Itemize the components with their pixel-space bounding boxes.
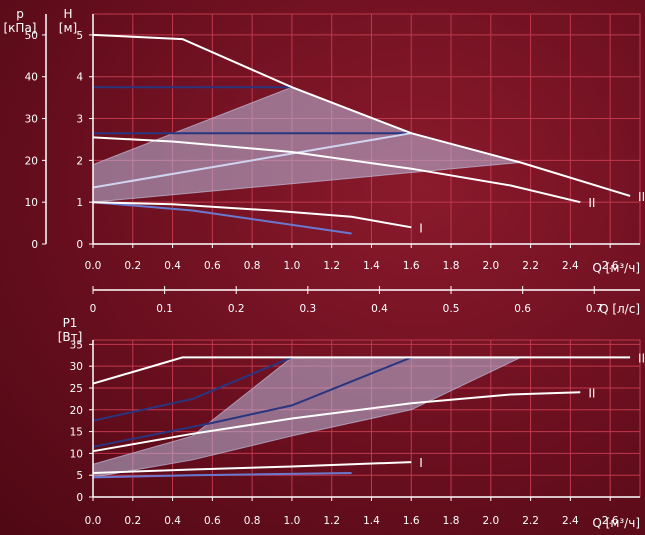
bottom-curve-III — [92, 356, 631, 385]
bottom-x-tick-label: 0.0 — [85, 515, 102, 527]
pressure-axis-label: p — [16, 7, 24, 21]
pressure-tick-label: 20 — [25, 155, 38, 167]
top-x-tick-label: 0.8 — [244, 260, 261, 272]
bottom-x-tick-label: 0.8 — [244, 515, 261, 527]
top-curves: IIIIII — [92, 33, 645, 235]
pressure-tick-label: 10 — [25, 197, 38, 209]
flow-ls-axis-label: Q [л/с] — [599, 302, 640, 316]
top-x-tick-label: 0.6 — [204, 260, 221, 272]
top-x-tick-label: 1.0 — [284, 260, 301, 272]
top-x-tick-label: 2.6 — [602, 260, 619, 272]
head-tick-label: 1 — [76, 197, 83, 209]
top-x-tick-label: 1.6 — [403, 260, 420, 272]
top-chart-axes: 0 10 20 30 40 50 0 1 2 3 4 5 0.0 0.2 0.4 0.6 0.8 1.0 1.2 1.… — [25, 14, 640, 272]
top-x-tick-label: 2.0 — [482, 260, 499, 272]
pressure-tick-label: 30 — [25, 114, 38, 126]
head-tick-label: 2 — [76, 155, 83, 167]
power-tick-label: 10 — [70, 448, 83, 460]
top-curve-label: III — [638, 190, 645, 204]
head-tick-label: 4 — [76, 72, 83, 84]
bottom-curve-I — [92, 461, 412, 474]
flow-ls-tick-label: 0.3 — [299, 303, 316, 315]
flow-ls-tick-label: 0 — [90, 303, 97, 315]
pressure-axis-unit: [кПа] — [4, 21, 37, 35]
power-tick-label: 20 — [70, 405, 83, 417]
bottom-x-tick-label: 1.6 — [403, 515, 420, 527]
flow-ls-tick-label: 0.5 — [443, 303, 460, 315]
top-x-tick-label: 2.4 — [562, 260, 579, 272]
head-axis-unit: [м] — [59, 21, 77, 35]
flow-ls-tick-label: 0.2 — [228, 303, 245, 315]
top-control-line — [92, 201, 352, 235]
bottom-curve-label: III — [638, 351, 645, 365]
power-tick-label: 30 — [70, 361, 83, 373]
top-curve-label: I — [419, 221, 423, 235]
bottom-x-tick-label: 1.8 — [443, 515, 460, 527]
head-axis-label: H — [63, 7, 72, 21]
power-axis-unit: [Вт] — [58, 330, 83, 344]
top-curve-I — [92, 201, 412, 229]
top-x-tick-label: 1.4 — [363, 260, 380, 272]
top-curve-II — [92, 136, 581, 204]
bottom-curve-label: II — [588, 386, 595, 400]
bottom-x-tick-label: 2.6 — [602, 515, 619, 527]
flow-axis-label-top: Q [м³/ч] — [592, 261, 640, 275]
pressure-tick-label: 0 — [31, 239, 38, 251]
bottom-x-tick-label: 1.0 — [284, 515, 301, 527]
bottom-x-tick-label: 2.0 — [482, 515, 499, 527]
power-tick-label: 25 — [70, 383, 83, 395]
top-x-tick-label: 0.4 — [164, 260, 181, 272]
bottom-control-line — [92, 356, 412, 448]
bottom-control-line — [92, 472, 352, 479]
top-x-tick-label: 0.2 — [124, 260, 141, 272]
bottom-control-line — [92, 356, 293, 422]
top-x-tick-label: 2.2 — [522, 260, 539, 272]
flow-ls-axis: 0 0.1 0.2 0.3 0.4 0.5 0.6 0.7 — [90, 286, 640, 315]
power-tick-label: 15 — [70, 427, 83, 439]
power-axis-label: P1 — [63, 316, 78, 330]
top-control-line — [92, 132, 412, 189]
head-tick-label: 3 — [76, 114, 83, 126]
pressure-tick-label: 40 — [25, 72, 38, 84]
flow-ls-tick-label: 0.4 — [371, 303, 388, 315]
power-tick-label: 0 — [76, 492, 83, 504]
power-tick-label: 35 — [70, 339, 83, 351]
power-tick-label: 5 — [76, 470, 83, 482]
bottom-x-tick-label: 0.6 — [204, 515, 221, 527]
top-curve-III — [92, 33, 631, 197]
bottom-x-tick-label: 1.4 — [363, 515, 380, 527]
top-x-tick-label: 0.0 — [85, 260, 102, 272]
bottom-curves: IIIIII — [92, 351, 645, 479]
head-tick-label: 0 — [76, 239, 83, 251]
bottom-curve-II — [92, 391, 581, 453]
bottom-x-tick-label: 0.2 — [124, 515, 141, 527]
bottom-x-tick-label: 0.4 — [164, 515, 181, 527]
flow-ls-tick-label: 0.7 — [586, 303, 603, 315]
top-curve-label: II — [588, 196, 595, 210]
flow-axis-label-bottom: Q [м³/ч] — [592, 516, 640, 530]
bottom-x-tick-label: 2.4 — [562, 515, 579, 527]
flow-ls-tick-label: 0.6 — [514, 303, 531, 315]
head-tick-label: 5 — [76, 30, 83, 42]
bottom-chart-axes: 0 5 10 15 20 25 30 35 0.0 0.2 0.4 0.6 0.8 1.0 1.2 1.4 1.… — [70, 339, 640, 527]
bottom-curve-label: I — [419, 456, 423, 470]
pressure-tick-label: 50 — [25, 30, 38, 42]
flow-ls-tick-label: 0.1 — [156, 303, 173, 315]
bottom-x-tick-label: 1.2 — [323, 515, 340, 527]
top-x-tick-label: 1.8 — [443, 260, 460, 272]
bottom-x-tick-label: 2.2 — [522, 515, 539, 527]
top-x-tick-label: 1.2 — [323, 260, 340, 272]
